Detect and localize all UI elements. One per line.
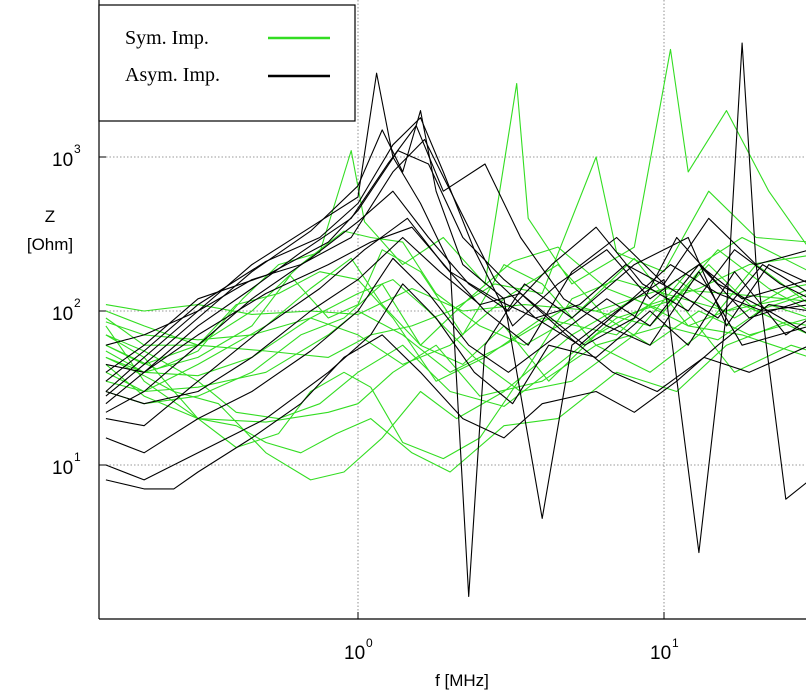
- asym-impedance-curve-1: [105, 72, 806, 598]
- asym-impedance-curve-3: [105, 117, 806, 382]
- legend-label-asym: Asym. Imp.: [125, 64, 220, 86]
- asym-impedance-curve-5: [105, 150, 806, 373]
- sym-impedance-curve-16: [105, 264, 806, 365]
- x-axis-label: f [MHz]: [435, 671, 489, 690]
- x-tick-label: 10: [650, 643, 671, 664]
- sym-impedance-curve-2: [105, 271, 806, 382]
- y-axis-unit: [Ohm]: [27, 235, 73, 254]
- sym-impedance-curve-14: [105, 298, 806, 420]
- asym-impedance-curve-10: [105, 138, 806, 346]
- x-tick-label: 10: [344, 643, 365, 664]
- asym-impedance-curve-2: [105, 42, 806, 554]
- y-tick-label: 10: [52, 304, 73, 325]
- sym-impedance-curve-4: [105, 304, 806, 423]
- y-tick-exponent: 2: [74, 296, 81, 310]
- asym-impedance-curve-8: [105, 257, 806, 454]
- x-tick-exponent: 0: [366, 636, 373, 650]
- asym-impedance-curve-7: [105, 304, 806, 490]
- y-tick-label: 10: [52, 458, 73, 479]
- asym-impedance-curve-4: [105, 125, 806, 405]
- sym-impedance-curve-10: [105, 321, 806, 473]
- x-tick-exponent: 1: [672, 636, 679, 650]
- legend-label-sym: Sym. Imp.: [125, 27, 209, 49]
- asym-impedance-curve-6: [105, 271, 806, 481]
- y-axis-label: Z: [45, 207, 55, 226]
- legend: Sym. Imp. Asym. Imp.: [98, 4, 356, 122]
- sym-impedance-curve-11: [105, 48, 806, 370]
- asym-impedance-curve-11: [105, 236, 806, 405]
- data-series: [105, 42, 806, 598]
- y-tick-exponent: 1: [74, 450, 81, 464]
- asym-impedance-curve-12: [105, 190, 806, 413]
- y-tick-exponent: 3: [74, 142, 81, 156]
- sym-impedance-curve-12: [105, 255, 806, 405]
- asym-impedance-curve-13: [105, 226, 806, 373]
- asym-impedance-curve-9: [105, 217, 806, 427]
- sym-impedance-curve-9: [105, 230, 806, 346]
- y-tick-label: 10: [52, 150, 73, 171]
- sym-impedance-curve-8: [105, 246, 806, 393]
- legend-box: [98, 4, 356, 122]
